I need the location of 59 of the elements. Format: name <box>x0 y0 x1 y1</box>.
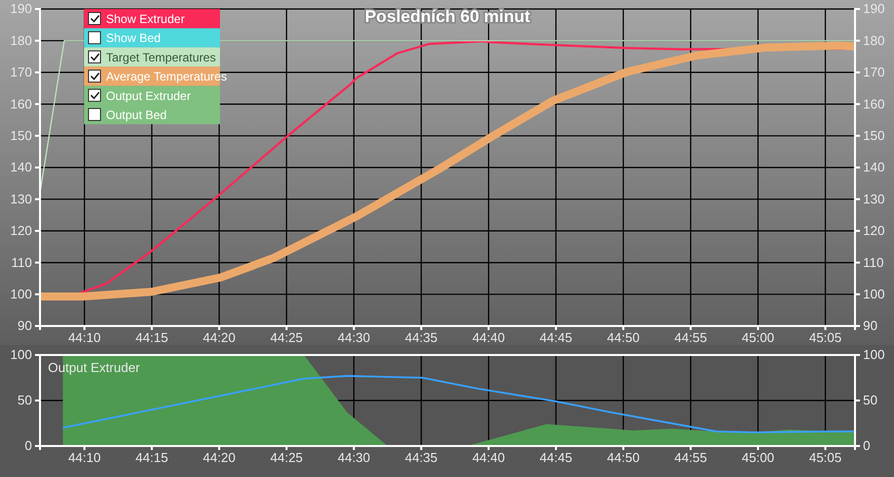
x-tick-label: 44:25 <box>270 450 303 466</box>
y-tick-label: 0 <box>24 438 32 454</box>
x-tick-label: 45:05 <box>809 450 842 466</box>
x-tick-label: 44:45 <box>540 450 572 466</box>
y-tick-label: 130 <box>10 191 32 206</box>
y2-tick-label: 150 <box>863 128 885 143</box>
y2-tick-label: 140 <box>863 160 885 175</box>
x-tick-label: 44:50 <box>607 450 640 466</box>
series-label: Output Extruder <box>48 360 140 375</box>
y2-tick-label: 110 <box>863 254 884 270</box>
x-tick-label: 44:35 <box>404 330 438 346</box>
y-tick-label: 150 <box>10 128 32 143</box>
y-tick-label: 110 <box>11 254 32 270</box>
x-tick-label: 44:40 <box>472 330 505 346</box>
y2-tick-label: 50 <box>863 392 878 408</box>
x-tick-label: 44:10 <box>68 330 101 346</box>
x-tick-label: 45:05 <box>809 330 842 346</box>
x-tick-label: 44:20 <box>202 330 236 346</box>
line-series <box>62 375 855 434</box>
x-tick-label: 44:35 <box>404 450 438 466</box>
y-tick-label: 120 <box>10 223 32 238</box>
y-tick-label: 100 <box>10 286 32 302</box>
x-tick-label: 44:30 <box>338 450 370 466</box>
y-tick-label: 160 <box>10 96 32 112</box>
series-label: Target Temperatures <box>106 50 216 64</box>
y-tick-label: 100 <box>10 347 32 362</box>
annotation: Output Extruder <box>106 88 191 103</box>
text: Show Extruder <box>106 12 185 26</box>
y2-tick-label: 170 <box>863 64 885 80</box>
y2-tick-label: 120 <box>863 223 885 238</box>
y-tick-label: 50 <box>18 392 32 408</box>
y2-tick-label: 160 <box>863 96 885 112</box>
x-tick-label: 45:00 <box>742 450 774 466</box>
y2-tick-label: 190 <box>863 1 885 16</box>
y2-tick-label: 90 <box>863 318 878 334</box>
x-tick-label: 44:55 <box>674 330 707 346</box>
x-tick-label: 44:40 <box>472 450 505 466</box>
y2-tick-label: 0 <box>863 438 870 454</box>
x-tick-label: 44:15 <box>136 450 168 466</box>
y-tick-label: 90 <box>18 318 32 334</box>
x-tick-label: 44:20 <box>202 450 236 466</box>
y2-tick-label: 100 <box>863 286 885 302</box>
y2-tick-label: 130 <box>863 191 885 206</box>
x-tick-label: 44:45 <box>540 330 572 346</box>
y-tick-label: 180 <box>10 32 32 48</box>
x-tick-label: 44:50 <box>607 330 640 346</box>
annotation: Show Bed <box>106 31 161 46</box>
y-tick-label: 190 <box>10 1 32 16</box>
x-tick-label: 44:15 <box>136 330 168 346</box>
x-tick-label: 44:55 <box>674 450 707 466</box>
y-tick-label: 140 <box>10 160 32 175</box>
x-tick-label: 44:25 <box>270 330 303 346</box>
x-tick-label: 45:00 <box>742 330 774 346</box>
x-tick-label: 44:10 <box>68 450 101 466</box>
annotation: Output Bed <box>106 108 167 122</box>
x-tick-label: 44:30 <box>338 330 370 346</box>
y-tick-label: 170 <box>10 64 32 80</box>
y2-tick-label: 180 <box>863 32 885 48</box>
y2-tick-label: 100 <box>863 347 885 362</box>
